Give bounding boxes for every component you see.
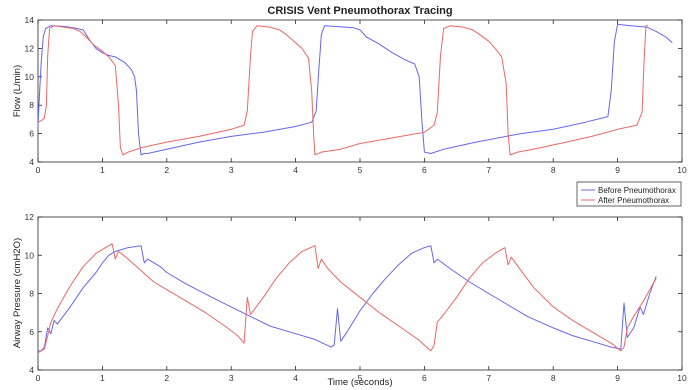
flow-x-tick-label: 2: [164, 165, 169, 175]
flow-series-line-after: [37, 25, 648, 156]
pressure-x-tick-label: 3: [229, 373, 234, 383]
flow-series-line-before: [37, 23, 673, 156]
pressure-x-tick-label: 8: [551, 373, 556, 383]
pressure-y-axis-label: Airway Pressure (cmH2O): [12, 238, 23, 348]
flow-y-tick-label: 14: [25, 15, 35, 25]
flow-x-tick-label: 4: [293, 165, 298, 175]
pressure-axes-box: [37, 216, 683, 371]
flow-y-tick-label: 8: [29, 100, 34, 110]
pressure-x-tick-label: 7: [486, 373, 491, 383]
pressure-y-tick-label: 10: [25, 250, 35, 260]
flow-y-axis-label: Flow (L/min): [12, 65, 23, 117]
flow-x-tick-label: 6: [422, 165, 427, 175]
flow-x-tick-label: 8: [551, 165, 556, 175]
legend-box: [576, 181, 682, 207]
flow-y-ticks: 4 6 8 10 12 14: [25, 15, 682, 167]
pressure-y-tick-label: 4: [29, 365, 34, 375]
pressure-y-tick-label: 6: [29, 327, 34, 337]
flow-y-tick-label: 6: [29, 129, 34, 139]
pressure-x-tick-label: 10: [677, 373, 687, 383]
legend-label-after: After Pneumothorax: [598, 196, 669, 205]
pressure-x-tick-label: 0: [36, 373, 41, 383]
pressure-series-line-after: [37, 243, 657, 354]
flow-x-tick-label: 1: [100, 165, 105, 175]
flow-x-tick-label: 0: [36, 165, 41, 175]
flow-x-ticks: 0 1 2 3 4 5 6 7 8 9 10: [36, 20, 687, 175]
legend-label-before: Before Pneumothorax: [598, 186, 676, 195]
pressure-x-tick-label: 5: [358, 373, 363, 383]
pressure-y-ticks: 4 6 8 10 12: [25, 212, 682, 375]
pressure-series-group: [37, 243, 657, 354]
flow-x-tick-label: 10: [677, 165, 687, 175]
flow-y-tick-label: 12: [25, 43, 35, 53]
pressure-x-tick-label: 1: [100, 373, 105, 383]
figure-title: CRISIS Vent Pneumothorax Tracing: [267, 5, 452, 17]
pressure-x-tick-label: 4: [293, 373, 298, 383]
pressure-x-axis-label: Time (seconds): [327, 377, 392, 388]
flow-x-tick-label: 3: [229, 165, 234, 175]
flow-y-tick-label: 4: [29, 157, 34, 167]
flow-y-tick-label: 10: [25, 72, 35, 82]
flow-x-tick-label: 5: [358, 165, 363, 175]
pressure-y-tick-label: 12: [25, 212, 35, 222]
pressure-x-tick-label: 9: [615, 373, 620, 383]
flow-x-tick-label: 7: [486, 165, 491, 175]
pressure-x-tick-label: 2: [164, 373, 169, 383]
pressure-series-line-before: [38, 245, 657, 352]
pressure-y-tick-label: 8: [29, 289, 34, 299]
flow-axes-box: [37, 19, 683, 163]
pressure-x-ticks: 0 1 2 3 4 5 6 7 8 9 10: [36, 217, 687, 383]
pressure-x-tick-label: 6: [422, 373, 427, 383]
flow-series-group: [37, 23, 673, 156]
flow-x-tick-label: 9: [615, 165, 620, 175]
